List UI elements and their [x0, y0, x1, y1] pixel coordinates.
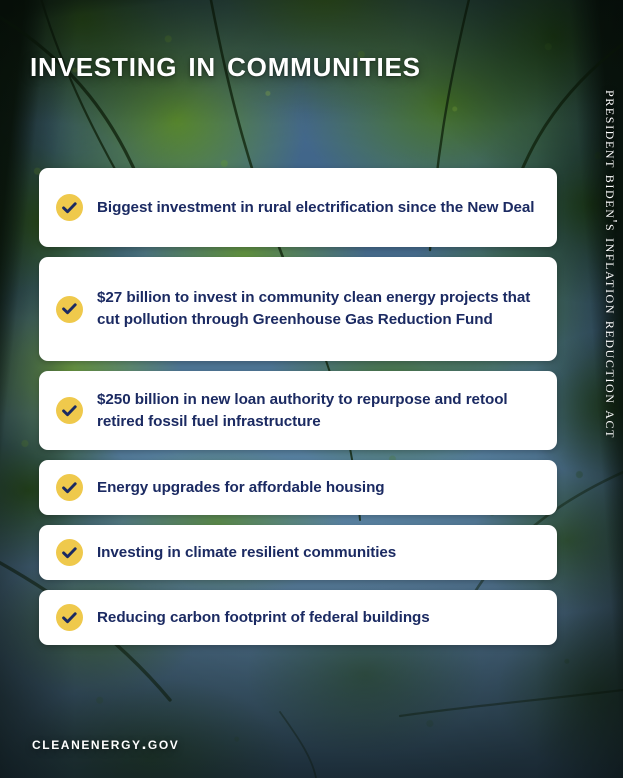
bullet-text: $27 billion to invest in community clean… [97, 289, 531, 328]
bullet-card-list: Biggest investment in rural electrificat… [39, 168, 557, 645]
check-circle-icon [56, 397, 83, 424]
bullet-card: Reducing carbon footprint of federal bui… [39, 590, 557, 645]
bullet-text: Biggest investment in rural electrificat… [97, 198, 535, 216]
check-circle-icon [56, 295, 83, 323]
bullet-text: Reducing carbon footprint of federal bui… [97, 608, 430, 626]
check-circle-icon [56, 194, 83, 221]
bullet-card: Energy upgrades for affordable housing [39, 460, 557, 515]
bullet-card: Biggest investment in rural electrificat… [39, 168, 557, 247]
bullet-card: $27 billion to invest in community clean… [39, 257, 557, 361]
check-circle-icon [56, 474, 83, 501]
bullet-card: Investing in climate resilient communiti… [39, 525, 557, 580]
footer-website-url[interactable]: CleanEnergy.Gov [32, 734, 180, 753]
bullet-text: Investing in climate resilient communiti… [97, 543, 397, 561]
check-circle-icon [56, 604, 83, 631]
bullet-card: $250 billion in new loan authority to re… [39, 371, 557, 450]
vertical-act-label: President Biden's Inflation Reduction Ac… [602, 90, 621, 440]
page-title: Investing in Communities [30, 43, 421, 84]
bullet-text: $250 billion in new loan authority to re… [97, 390, 508, 430]
bullet-text: Energy upgrades for affordable housing [97, 478, 385, 496]
check-circle-icon [56, 539, 83, 566]
